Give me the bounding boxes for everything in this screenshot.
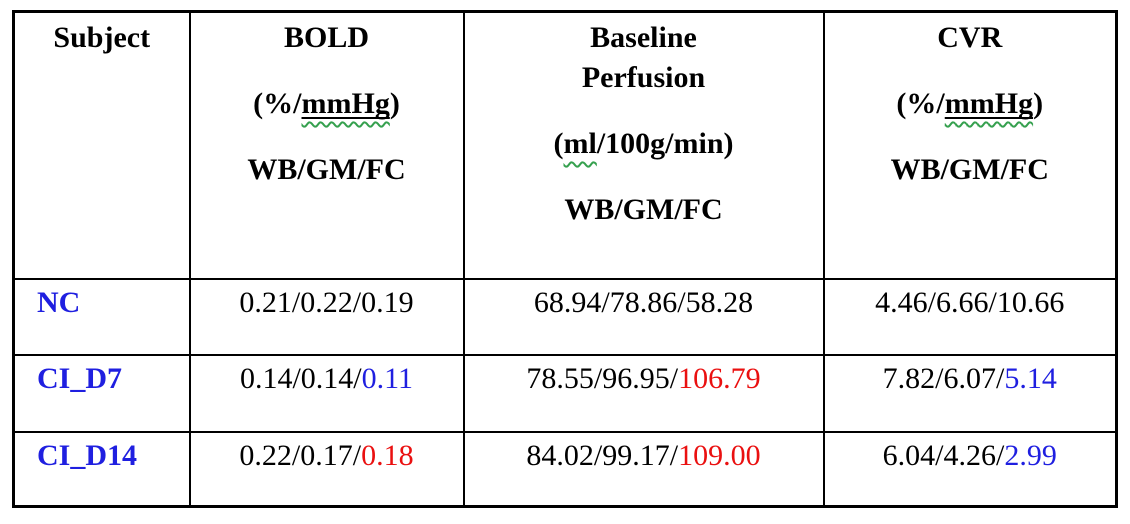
cell-value: 6.04/4.26/ — [882, 438, 1005, 472]
column-title: Baseline Perfusion — [581, 21, 706, 94]
cvr-cell: 7.82/6.07/5.14 — [822, 353, 1118, 433]
cvr-cell: 4.46/6.66/10.66 — [822, 277, 1118, 356]
subject-cell: CI_D14 — [12, 430, 191, 508]
cell-value: 0.21/0.22/0.19 — [239, 285, 414, 319]
column-unit: (%/mmHg) — [826, 84, 1115, 124]
cell-value: 84.02/99.17/ — [526, 438, 679, 472]
spellcheck-underline: mmHg — [301, 87, 390, 120]
highlighted-value: 5.14 — [1004, 361, 1057, 395]
spellcheck-underline: ml — [563, 127, 597, 160]
column-title: CVR — [937, 21, 1003, 54]
underlined-term: mmHg — [302, 87, 390, 120]
header-cell-bold: BOLD (%/mmHg) WB/GM/FC — [188, 10, 465, 280]
table-row-ci-d7: CI_D7 0.14/0.14/0.11 78.55/96.95/106.79 … — [12, 353, 1118, 433]
column-unit: (%/mmHg) — [192, 84, 462, 124]
perfusion-cell: 84.02/99.17/109.00 — [462, 430, 825, 508]
cell-value: 7.82/6.07/ — [882, 361, 1005, 395]
header-cell-subject: Subject — [12, 10, 191, 280]
unit-close: ) — [389, 87, 400, 120]
unit-close: /100g/min) — [596, 127, 734, 160]
table-row-nc: NC 0.21/0.22/0.19 68.94/78.86/58.28 4.46… — [12, 277, 1118, 356]
results-table: Subject BOLD (%/mmHg) WB/GM/FC Baseline … — [12, 10, 1118, 508]
perfusion-cell: 78.55/96.95/106.79 — [462, 353, 825, 433]
perfusion-cell: 68.94/78.86/58.28 — [462, 277, 825, 356]
highlighted-value: 0.11 — [361, 361, 414, 395]
header-cell-cvr: CVR (%/mmHg) WB/GM/FC — [822, 10, 1118, 280]
cell-value: 0.14/0.14/ — [239, 361, 362, 395]
highlighted-value: 106.79 — [678, 361, 761, 395]
cell-value: 68.94/78.86/58.28 — [533, 285, 754, 319]
header-cell-baseline-perfusion: Baseline Perfusion (ml/100g/min) WB/GM/F… — [462, 10, 825, 280]
unit-close: ) — [1033, 87, 1044, 120]
cell-value: 0.22/0.17/ — [239, 438, 362, 472]
cvr-cell: 6.04/4.26/2.99 — [822, 430, 1118, 508]
column-unit: (ml/100g/min) — [466, 124, 822, 164]
subject-cell: CI_D7 — [12, 353, 191, 433]
bold-cell: 0.21/0.22/0.19 — [188, 277, 465, 356]
highlighted-value: 109.00 — [678, 438, 761, 472]
header-row: Subject BOLD (%/mmHg) WB/GM/FC Baseline … — [12, 10, 1118, 280]
bold-cell: 0.14/0.14/0.11 — [188, 353, 465, 433]
column-title: Subject — [53, 21, 151, 54]
unit-open: (%/ — [253, 87, 302, 120]
column-title: BOLD — [283, 21, 370, 54]
highlighted-value: 2.99 — [1004, 438, 1057, 472]
subject-cell: NC — [12, 277, 191, 356]
bold-cell: 0.22/0.17/0.18 — [188, 430, 465, 508]
cell-value: 78.55/96.95/ — [526, 361, 679, 395]
cell-value: 4.46/6.66/10.66 — [875, 285, 1065, 319]
table-row-ci-d14: CI_D14 0.22/0.17/0.18 84.02/99.17/109.00… — [12, 430, 1118, 508]
column-scope: WB/GM/FC — [564, 193, 723, 226]
underlined-term: mmHg — [945, 87, 1033, 120]
spellcheck-underline: mmHg — [944, 87, 1034, 120]
unit-open: ( — [553, 127, 564, 160]
highlighted-value: 0.18 — [361, 438, 414, 472]
unit-open: (%/ — [896, 87, 945, 120]
column-scope: WB/GM/FC — [247, 153, 406, 186]
column-scope: WB/GM/FC — [890, 153, 1049, 186]
